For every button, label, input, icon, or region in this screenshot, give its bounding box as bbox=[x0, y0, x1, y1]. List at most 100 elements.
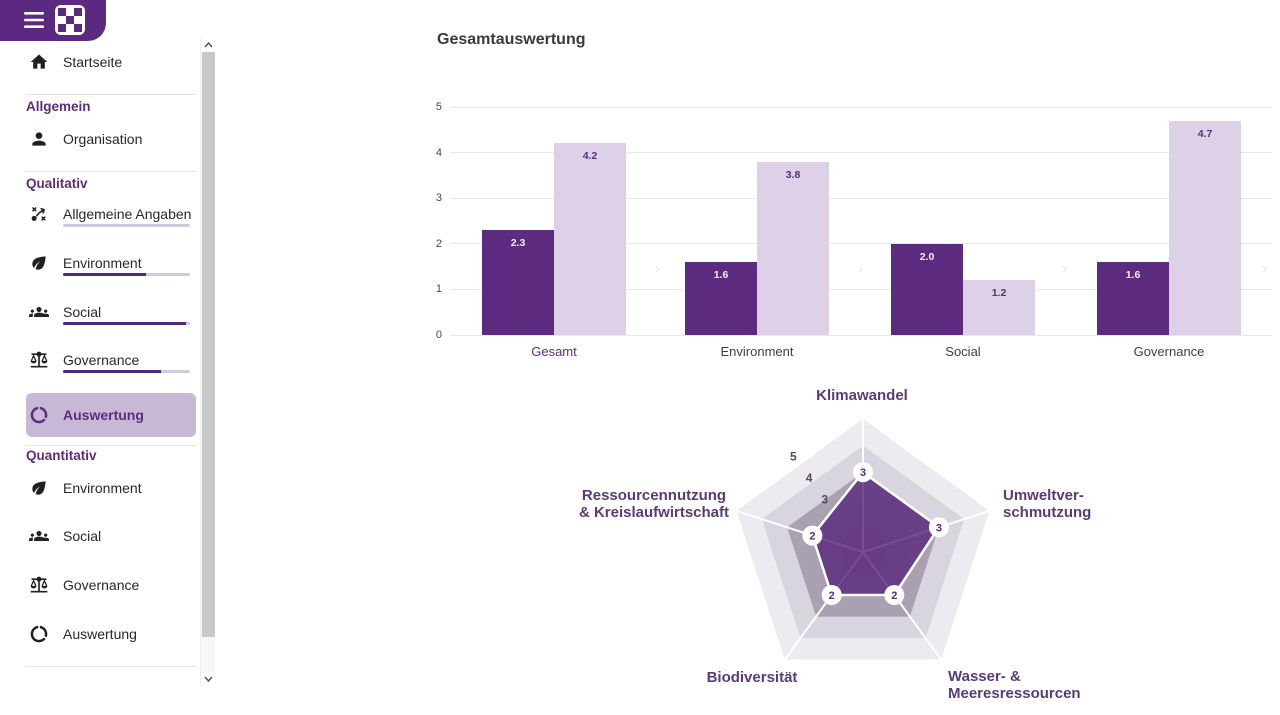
strategy-icon bbox=[29, 204, 49, 224]
sidebar-divider bbox=[26, 445, 196, 446]
sidebar-item-label: Social bbox=[63, 304, 102, 320]
sidebar-item-startseite[interactable]: Startseite bbox=[26, 46, 196, 78]
gridline bbox=[450, 197, 1272, 199]
gridline bbox=[450, 152, 1272, 154]
scrollbar-down-arrow-icon[interactable] bbox=[201, 672, 216, 686]
gridline bbox=[450, 243, 1272, 245]
sidebar-item-social[interactable]: Social bbox=[26, 296, 196, 328]
sidebar-item-label: Environment bbox=[63, 480, 142, 496]
sidebar-item-organisation[interactable]: Organisation bbox=[26, 123, 196, 155]
sidebar-item-label: Auswertung bbox=[63, 407, 144, 423]
radar-scale-label: 3 bbox=[821, 493, 828, 507]
radar-axis-label-biodiversit-t: Biodiversität bbox=[706, 669, 798, 686]
dark-bar-gesamt[interactable]: 2.3 bbox=[482, 230, 554, 335]
sidebar-item-governance[interactable]: Governance bbox=[26, 569, 196, 601]
faint-chevron-icon: › bbox=[858, 260, 863, 277]
person-icon bbox=[29, 129, 49, 149]
faint-chevron-icon: › bbox=[1262, 260, 1267, 277]
light-bar-environment[interactable]: 3.8 bbox=[757, 161, 829, 335]
radar-marker[interactable] bbox=[821, 585, 842, 605]
bar-group-social: 2.0 1.2 bbox=[891, 107, 1035, 335]
sidebar-item-label: Startseite bbox=[63, 54, 123, 70]
sidebar-section-allgemein: Allgemein bbox=[26, 99, 91, 114]
people-icon bbox=[29, 526, 49, 546]
bar-group-environment: 1.6 3.8 bbox=[685, 107, 829, 335]
y-axis-tick-label: 1 bbox=[435, 283, 442, 296]
app-header bbox=[0, 0, 106, 41]
sidebar-item-environment[interactable]: Environment bbox=[26, 247, 196, 279]
bar-chart-plot-area: 0 1 2 3 4 5 2.3 4.2 Gesamt 1.6 3.8 Environment 2.0 1.… bbox=[436, 101, 1272, 359]
sidebar-item-label: Auswertung bbox=[63, 626, 137, 642]
radar-marker-value: 3 bbox=[936, 522, 942, 534]
people-icon bbox=[29, 302, 49, 322]
sidebar-scrollbar[interactable] bbox=[200, 38, 216, 686]
radar-marker-value: 2 bbox=[829, 590, 835, 602]
radar-axis-label-umweltverschmutzung: Umweltver-schmutzung bbox=[1003, 487, 1092, 521]
sidebar-section-quantitativ: Quantitativ bbox=[26, 448, 97, 463]
radar-marker-value: 2 bbox=[809, 531, 815, 543]
radar-marker[interactable] bbox=[884, 585, 905, 605]
radar-axis-label-klimawandel: Klimawandel bbox=[816, 387, 908, 404]
radar-axis-label-wasser-meeresressourcen: Wasser- & Meeresressourcen bbox=[948, 668, 1081, 702]
dark-bar-governance[interactable]: 1.6 bbox=[1097, 262, 1169, 335]
x-axis-label-environment: Environment bbox=[720, 344, 794, 359]
progress-bar bbox=[63, 322, 190, 325]
sidebar-section-qualitativ: Qualitativ bbox=[26, 176, 88, 191]
scrollbar-thumb[interactable] bbox=[202, 52, 215, 637]
hamburger-icon bbox=[24, 12, 44, 28]
bar-value-label: 3.8 bbox=[785, 168, 801, 181]
sidebar-item-allgemeine-angaben[interactable]: Allgemeine Angaben bbox=[26, 198, 196, 230]
x-axis-label-governance: Governance bbox=[1133, 344, 1205, 359]
y-axis-tick-label: 2 bbox=[435, 237, 442, 250]
donut-icon bbox=[29, 624, 49, 644]
y-axis-tick-label: 0 bbox=[435, 329, 442, 341]
scales-icon bbox=[29, 350, 49, 370]
sidebar-item-label: Governance bbox=[63, 352, 140, 368]
sidebar-item-auswertung[interactable]: Auswertung bbox=[26, 393, 196, 437]
radar-marker[interactable] bbox=[853, 462, 873, 483]
faint-chevron-icon: › bbox=[1062, 260, 1067, 277]
dark-bar-environment[interactable]: 1.6 bbox=[685, 262, 757, 335]
checkerboard-logo[interactable] bbox=[55, 5, 85, 35]
sidebar-item-label: Organisation bbox=[63, 131, 143, 147]
y-axis-tick-label: 4 bbox=[435, 146, 442, 159]
light-bar-governance[interactable]: 4.7 bbox=[1169, 120, 1241, 335]
radar-marker[interactable] bbox=[928, 517, 949, 538]
x-axis-label-social: Social bbox=[945, 344, 981, 359]
home-icon bbox=[29, 52, 49, 72]
sidebar-item-governance[interactable]: Governance bbox=[26, 344, 196, 376]
progress-bar bbox=[63, 370, 190, 373]
gridline bbox=[450, 288, 1272, 290]
radar-data-polygon bbox=[811, 470, 941, 597]
light-bar-gesamt[interactable]: 4.2 bbox=[554, 143, 626, 335]
bar-value-label: 1.2 bbox=[991, 287, 1007, 300]
bar-value-label: 1.6 bbox=[713, 269, 729, 282]
progress-bar bbox=[63, 273, 190, 276]
sidebar-divider bbox=[26, 666, 196, 667]
leaf-icon bbox=[29, 253, 49, 273]
bar-value-label: 1.6 bbox=[1125, 269, 1141, 282]
scales-icon bbox=[29, 575, 49, 595]
radar-axis-label-ressourcennutzung-kreislaufwirtschaft: Ressourcennutzung & Kreislaufwirtschaft bbox=[578, 487, 730, 521]
bar-group-gesamt: 2.3 4.2 bbox=[482, 107, 626, 335]
faint-chevron-icon: › bbox=[655, 260, 660, 277]
gridline bbox=[450, 334, 1272, 336]
bar-value-label: 4.7 bbox=[1197, 127, 1213, 140]
sidebar-divider bbox=[26, 171, 196, 172]
scrollbar-up-arrow-icon[interactable] bbox=[201, 38, 216, 52]
page-title: Gesamtauswertung bbox=[437, 31, 586, 48]
donut-icon bbox=[29, 405, 49, 425]
sidebar-item-social[interactable]: Social bbox=[26, 520, 196, 552]
gridline bbox=[450, 106, 1272, 108]
sidebar-item-label: Social bbox=[63, 528, 102, 544]
radar-marker[interactable] bbox=[802, 525, 823, 546]
x-axis-label-gesamt: Gesamt bbox=[531, 344, 577, 359]
dark-bar-social[interactable]: 2.0 bbox=[891, 243, 963, 335]
sidebar-item-environment[interactable]: Environment bbox=[26, 472, 196, 504]
sidebar-item-auswertung[interactable]: Auswertung bbox=[26, 618, 196, 650]
hamburger-menu-button[interactable] bbox=[22, 8, 46, 32]
light-bar-social[interactable]: 1.2 bbox=[963, 280, 1035, 335]
radar-marker-value: 2 bbox=[891, 590, 897, 602]
bar-group-governance: 1.6 4.7 bbox=[1097, 107, 1241, 335]
